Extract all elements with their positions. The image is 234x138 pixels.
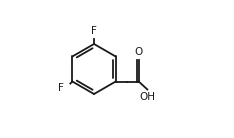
Text: F: F [91, 26, 97, 36]
Text: O: O [135, 47, 143, 57]
Text: F: F [58, 83, 64, 93]
Text: OH: OH [139, 92, 155, 102]
